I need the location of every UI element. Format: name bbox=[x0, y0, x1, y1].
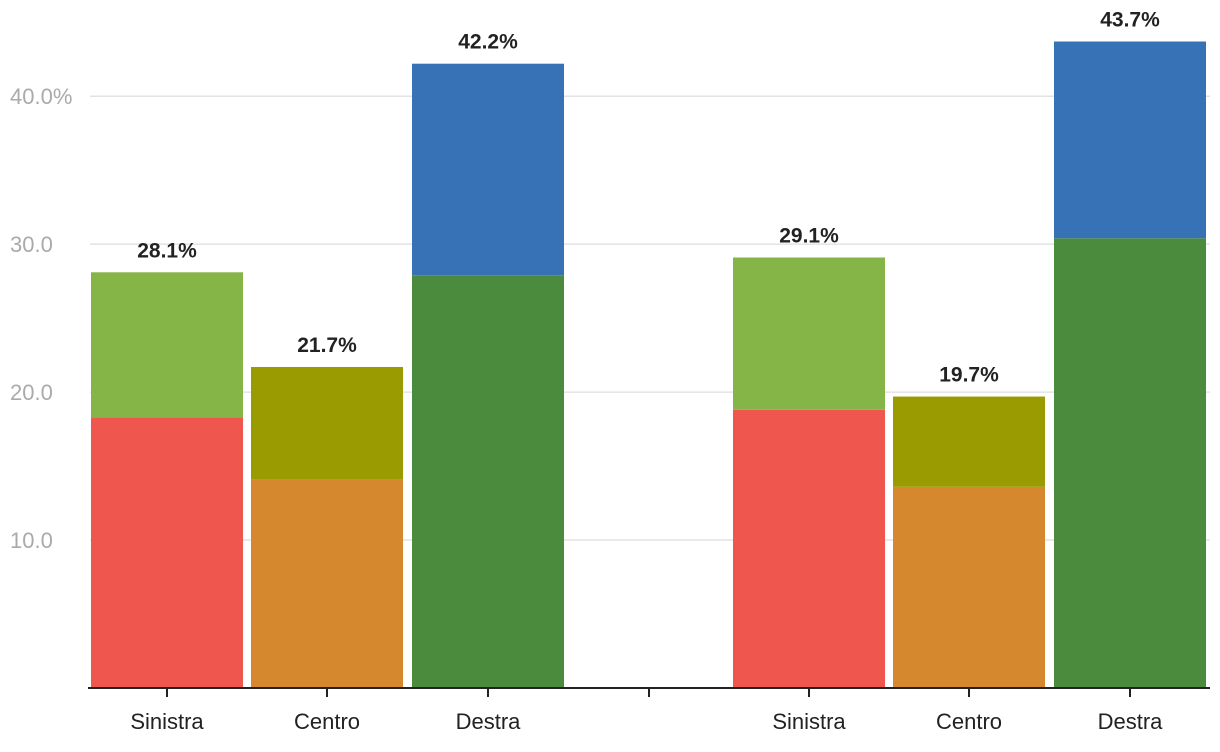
bar-segment-sinistra-1-2 bbox=[91, 272, 243, 418]
y-axis-tick-labels: 10.0 20.0 30.0 40.0% bbox=[10, 84, 72, 553]
x-category-label: Sinistra bbox=[772, 709, 846, 734]
bar-total-label: 42.2% bbox=[458, 31, 518, 54]
x-category-label: Destra bbox=[1098, 709, 1164, 734]
x-axis bbox=[88, 687, 1210, 697]
bar-segment-sinistra-2-2 bbox=[733, 257, 885, 410]
bar-segment-destra-2-1 bbox=[1054, 238, 1206, 688]
x-category-label: Centro bbox=[936, 709, 1002, 734]
bar-total-label: 29.1% bbox=[779, 224, 839, 247]
bar-segment-sinistra-2-1 bbox=[733, 409, 885, 688]
bar-segment-centro-2-1 bbox=[893, 486, 1045, 688]
bar-segment-sinistra-1-1 bbox=[91, 417, 243, 688]
y-tick-label: 40.0% bbox=[10, 84, 72, 109]
x-category-label: Destra bbox=[456, 709, 522, 734]
y-tick-label: 20.0 bbox=[10, 380, 53, 405]
bar-segment-destra-1-2 bbox=[412, 63, 564, 276]
bar-total-label: 19.7% bbox=[939, 364, 999, 387]
bars bbox=[91, 41, 1206, 688]
bar-segment-destra-1-1 bbox=[412, 275, 564, 688]
x-axis-category-labels: Sinistra Centro Destra Sinistra Centro Destra bbox=[130, 709, 1163, 734]
bar-segment-centro-1-2 bbox=[251, 366, 403, 480]
y-tick-label: 30.0 bbox=[10, 232, 53, 257]
bar-total-label: 43.7% bbox=[1100, 9, 1160, 32]
bar-segment-destra-2-2 bbox=[1054, 41, 1206, 239]
bar-segment-centro-1-1 bbox=[251, 479, 403, 688]
bar-total-label: 21.7% bbox=[297, 334, 357, 357]
bar-total-label: 28.1% bbox=[137, 239, 197, 262]
bar-segment-centro-2-2 bbox=[893, 396, 1045, 487]
x-category-label: Centro bbox=[294, 709, 360, 734]
bar-total-labels: 28.1% 21.7% 42.2% 29.1% 19.7% 43.7% bbox=[137, 9, 1160, 387]
y-tick-label: 10.0 bbox=[10, 528, 53, 553]
x-category-label: Sinistra bbox=[130, 709, 204, 734]
